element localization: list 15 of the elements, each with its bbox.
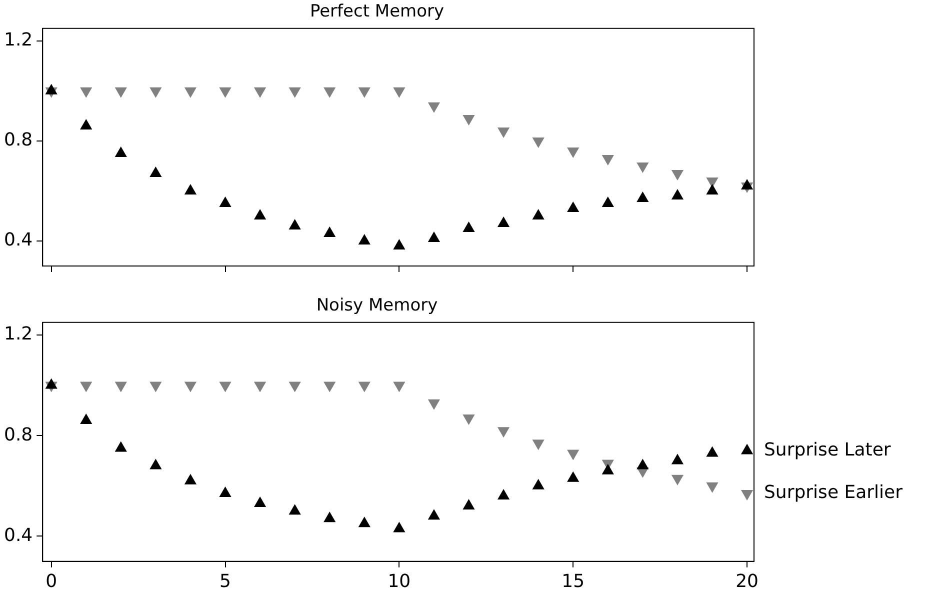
series-label: Surprise Later (764, 439, 892, 460)
y-tick-label: 0.4 (4, 230, 33, 251)
y-tick-label: 1.2 (4, 30, 33, 51)
chart-title: Perfect Memory (310, 2, 444, 22)
x-tick-label: 5 (220, 570, 231, 592)
y-tick-label: 0.8 (4, 130, 33, 151)
series-label: Surprise Earlier (764, 482, 904, 504)
chart-title: Noisy Memory (316, 296, 438, 316)
x-tick-label: 15 (562, 570, 585, 592)
x-tick-label: 10 (388, 570, 411, 592)
x-tick-label: 0 (46, 570, 58, 592)
y-tick-label: 0.8 (4, 424, 33, 446)
y-tick-label: 0.4 (4, 524, 33, 546)
y-tick-label: 1.2 (4, 324, 33, 345)
x-tick-label: 20 (736, 570, 758, 592)
